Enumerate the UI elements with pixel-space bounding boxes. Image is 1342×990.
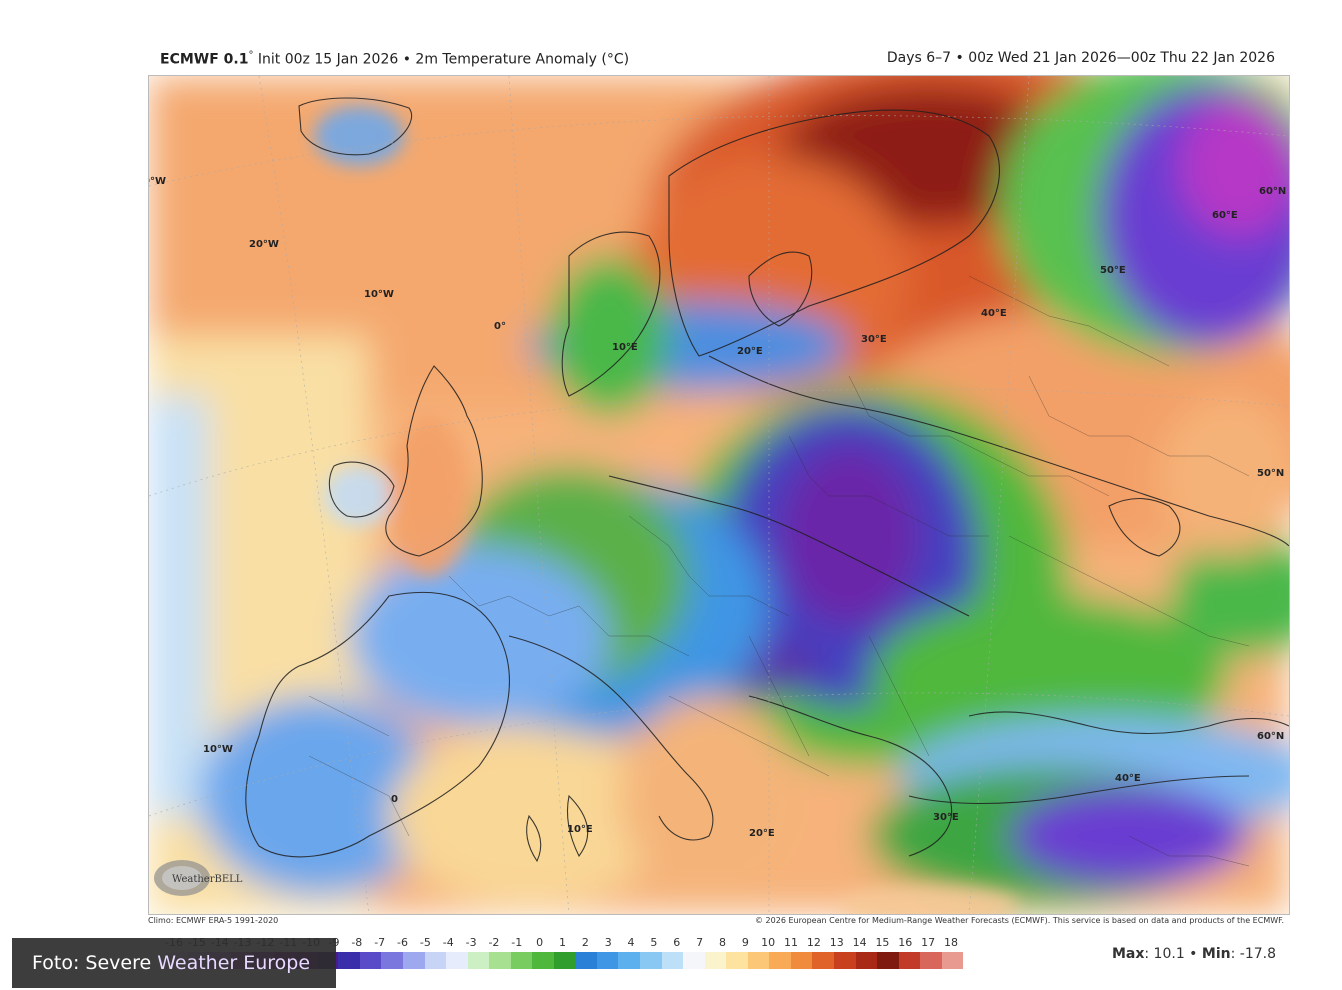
legend-swatch: [726, 952, 748, 969]
legend-tick-label: -2: [488, 936, 500, 949]
legend-swatch: [489, 952, 511, 969]
max-value: : 10.1: [1144, 946, 1185, 962]
grid-label: 0°: [494, 321, 506, 332]
climo-note: Climo: ECMWF ERA-5 1991-2020: [148, 916, 279, 925]
photo-credit: Foto: Severe Weather Europe: [12, 938, 336, 988]
legend-tick-label: 18: [944, 936, 958, 949]
legend-swatch: [510, 952, 533, 969]
grid-label: 60°N: [1257, 731, 1285, 742]
legend-tick-label: -6: [397, 936, 408, 949]
stats-separator: •: [1184, 946, 1202, 962]
legend-tick-label: 10: [761, 936, 776, 949]
grid-label: 50°N: [1257, 468, 1285, 479]
legend-tick-label: 9: [741, 936, 749, 949]
max-min-stats: Max: 10.1 • Min: -17.8: [1112, 946, 1276, 962]
legend-swatch: [898, 952, 921, 969]
legend-tick-label: -8: [351, 936, 363, 949]
legend-tick-label: -5: [419, 936, 431, 949]
legend-swatch: [833, 952, 856, 969]
legend-swatch: [790, 952, 813, 969]
map-title: ECMWF 0.1° Init 00z 15 Jan 2026 • 2m Tem…: [160, 50, 629, 68]
legend-swatch: [553, 952, 576, 969]
grid-label: 20°W: [249, 239, 279, 250]
credit-prefix: Foto: Severe: [32, 952, 158, 974]
min-value: : -17.8: [1230, 946, 1276, 962]
grid-label: 20°E: [749, 828, 775, 839]
logo-text: WeatherBELL: [172, 874, 243, 885]
legend-swatch: [467, 952, 490, 969]
credit-source: Weather Europe: [157, 952, 311, 974]
grid-label: 40°E: [1115, 773, 1141, 784]
grid-label: 0: [391, 794, 398, 805]
color-legend: [166, 952, 964, 969]
temperature-anomaly-map: 0°W 20°W 10°W 0° 10°E 20°E 30°E 40°E 50°…: [148, 75, 1290, 915]
legend-tick-label: -7: [374, 936, 386, 949]
legend-tick-label: -1: [511, 936, 523, 949]
legend-swatch: [403, 952, 425, 969]
grid-label: 20°E: [737, 346, 763, 357]
legend-tick-label: 2: [581, 936, 589, 949]
legend-tick-label: 7: [696, 936, 704, 949]
legend-tick-label: 11: [784, 936, 799, 949]
legend-swatch: [747, 952, 770, 969]
grid-label: 40°E: [981, 308, 1007, 319]
legend-tick-label: 15: [875, 936, 890, 949]
legend-tick-label: 5: [650, 936, 658, 949]
legend-swatch: [683, 952, 705, 969]
legend-tick-label: 13: [829, 936, 844, 949]
grid-label: 10°E: [567, 824, 593, 835]
legend-swatch: [446, 952, 468, 969]
legend-swatch: [877, 952, 899, 969]
init-text: Init 00z 15 Jan 2026 • 2m Temperature An…: [257, 51, 630, 68]
min-label: Min: [1201, 946, 1231, 962]
legend-swatch: [596, 952, 619, 969]
legend-tick-label: 17: [921, 936, 936, 949]
legend-swatch: [704, 952, 727, 969]
grid-label: 0°W: [149, 176, 166, 187]
legend-swatch: [812, 952, 834, 969]
degree-symbol: °: [248, 50, 254, 61]
legend-tick-label: -3: [465, 936, 477, 949]
legend-tick-label: -4: [442, 936, 454, 949]
copyright-note: © 2026 European Centre for Medium-Range …: [755, 916, 1284, 925]
legend-swatch: [661, 952, 684, 969]
legend-tick-label: 6: [673, 936, 681, 949]
legend-tick-label: 3: [604, 936, 612, 949]
legend-tick-label: 14: [852, 936, 867, 949]
grid-label: 60°E: [1212, 210, 1238, 221]
legend-swatch: [359, 952, 382, 969]
legend-swatch: [920, 952, 942, 969]
grid-label: 10°E: [612, 342, 638, 353]
grid-label: 10°W: [364, 289, 394, 300]
legend-swatch: [381, 952, 404, 969]
legend-swatch: [769, 952, 791, 969]
grid-label: 30°E: [933, 812, 959, 823]
legend-tick-label: 8: [718, 936, 726, 949]
weatherbell-logo: WeatherBELL: [154, 860, 243, 896]
legend-swatch: [618, 952, 641, 969]
legend-tick-label: 4: [627, 936, 635, 949]
legend-tick-label: 12: [806, 936, 821, 949]
legend-swatch: [855, 952, 878, 969]
legend-swatch: [532, 952, 554, 969]
valid-period: Days 6–7 • 00z Wed 21 Jan 2026—00z Thu 2…: [886, 50, 1275, 66]
legend-swatch: [941, 952, 964, 969]
grid-label: 10°W: [203, 744, 233, 755]
model-name: ECMWF 0.1: [160, 51, 249, 68]
legend-swatch: [640, 952, 662, 969]
legend-swatch: [338, 952, 360, 969]
legend-tick-label: 1: [559, 936, 566, 949]
legend-tick-label: 0: [536, 936, 544, 949]
grid-label: 60°N: [1259, 186, 1287, 197]
max-label: Max: [1111, 946, 1145, 962]
legend-tick-label: 16: [898, 936, 913, 949]
grid-label: 30°E: [861, 334, 887, 345]
grid-label: 50°E: [1100, 265, 1126, 276]
map-canvas: [149, 76, 1289, 914]
legend-swatch: [575, 952, 597, 969]
legend-swatch: [424, 952, 447, 969]
